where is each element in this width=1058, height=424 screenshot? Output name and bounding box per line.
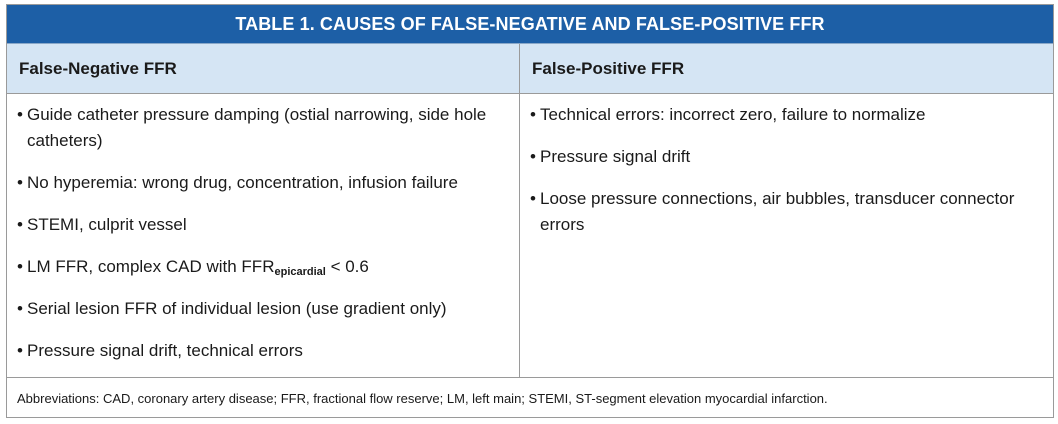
ffr-causes-table: TABLE 1. CAUSES OF FALSE-NEGATIVE AND FA… [6, 4, 1054, 418]
bullet: • [17, 257, 23, 276]
list-item-text: Technical errors: incorrect zero, failur… [540, 105, 926, 124]
false-positive-header: False-Positive FFR [532, 58, 685, 78]
list-item: • Guide catheter pressure damping (ostia… [17, 102, 509, 154]
false-positive-list: • Technical errors: incorrect zero, fail… [520, 94, 1053, 377]
list-item-text: Guide catheter pressure damping (ostial … [27, 105, 487, 150]
bullet: • [530, 105, 536, 124]
list-item-text: Pressure signal drift, technical errors [27, 341, 303, 360]
list-item-text: LM FFR, complex CAD with FFRepicardial <… [27, 254, 509, 280]
list-item: • No hyperemia: wrong drug, concentratio… [17, 170, 509, 196]
false-negative-list: • Guide catheter pressure damping (ostia… [7, 94, 520, 377]
bullet: • [17, 173, 23, 192]
list-item: • Technical errors: incorrect zero, fail… [530, 102, 1039, 128]
false-negative-header: False-Negative FFR [7, 44, 520, 93]
list-item-text: STEMI, culprit vessel [27, 215, 187, 234]
bullet: • [17, 105, 23, 124]
item4-prefix: LM FFR, complex CAD with FFR [27, 257, 275, 276]
list-item-text: Serial lesion FFR of individual lesion (… [27, 299, 447, 318]
list-item-text: Pressure signal drift [540, 147, 691, 166]
list-item: • STEMI, culprit vessel [17, 212, 509, 238]
list-item: • Loose pressure connections, air bubble… [530, 186, 1039, 238]
table-header-row: False-Negative FFR False-Positive FFR [7, 43, 1053, 94]
table-title: TABLE 1. CAUSES OF FALSE-NEGATIVE AND FA… [7, 5, 1053, 43]
item4-suffix: < 0.6 [325, 257, 369, 276]
table-body-row: • Guide catheter pressure damping (ostia… [7, 94, 1053, 378]
bullet: • [530, 189, 536, 208]
list-item-text: No hyperemia: wrong drug, concentration,… [27, 173, 458, 192]
bullet: • [17, 299, 23, 318]
abbreviations-footnote: Abbreviations: CAD, coronary artery dise… [17, 390, 828, 406]
list-item-text: Loose pressure connections, air bubbles,… [540, 189, 1015, 234]
list-item: • Pressure signal drift [530, 144, 1039, 170]
epicardial-subscript: epicardial [274, 266, 326, 278]
list-item: • Serial lesion FFR of individual lesion… [17, 296, 509, 322]
bullet: • [17, 215, 23, 234]
list-item: • Pressure signal drift, technical error… [17, 338, 509, 364]
list-item: • LM FFR, complex CAD with FFRepicardial… [17, 254, 509, 280]
bullet: • [17, 341, 23, 360]
bullet: • [530, 147, 536, 166]
